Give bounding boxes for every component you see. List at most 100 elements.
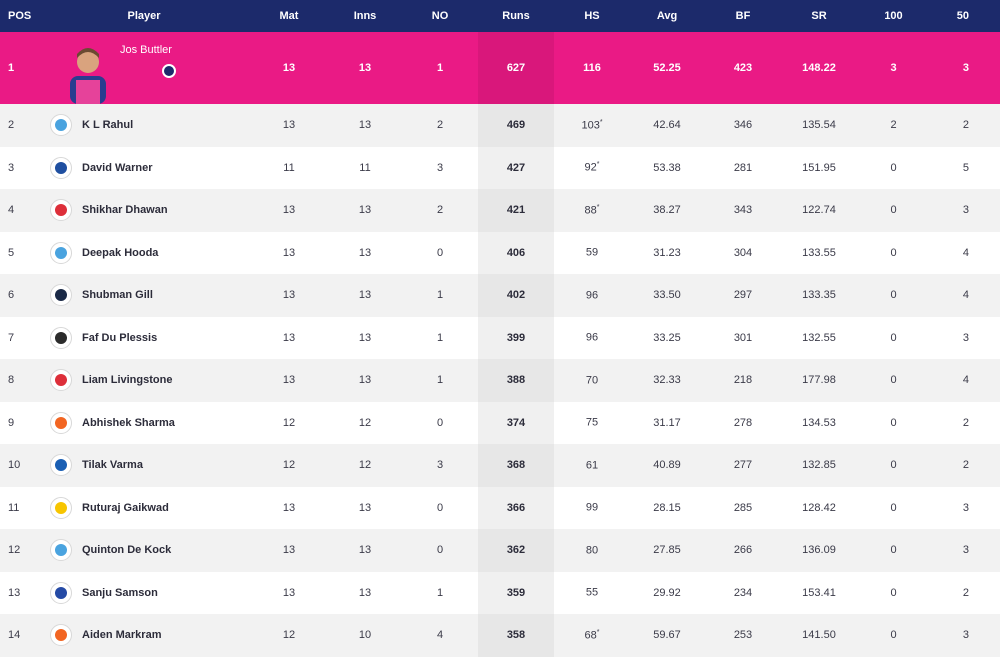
row-mat: 13 — [282, 204, 296, 217]
row-sr: 136.09 — [802, 544, 836, 557]
team-color-dot — [55, 289, 67, 302]
row-fifties: 3 — [962, 629, 969, 642]
col-inns-header[interactable]: Inns — [353, 10, 377, 22]
row-pos: 9 — [8, 416, 15, 429]
team-color-dot — [55, 416, 67, 429]
leader-player-cell[interactable]: Jos Buttler — [38, 32, 250, 104]
team-color-dot — [55, 459, 67, 472]
table-row[interactable]: 12 Quinton De Kock 13 13 0 362 80 27.85 266 136.0… — [0, 529, 1000, 572]
row-pos: 10 — [8, 459, 21, 472]
row-player-cell[interactable]: Faf Du Plessis — [38, 317, 250, 360]
row-player-cell[interactable]: Quinton De Kock — [38, 529, 250, 572]
gt-logo-icon — [50, 284, 72, 307]
col-50-header[interactable]: 50 — [956, 10, 969, 22]
player-name[interactable]: Faf Du Plessis — [82, 331, 158, 344]
hs-value: 75 — [585, 417, 599, 430]
row-runs: 362 — [478, 529, 554, 572]
leader-no: 1 — [436, 62, 444, 74]
row-bf: 278 — [733, 416, 753, 429]
row-mat: 12 — [282, 416, 296, 429]
row-pos: 5 — [8, 246, 15, 259]
table-row[interactable]: 10 Tilak Varma 12 12 3 368 61 40.89 277 132.85 0 2 — [0, 444, 1000, 487]
player-name[interactable]: Shikhar Dhawan — [82, 204, 168, 217]
col-player-header[interactable]: Player — [127, 10, 161, 22]
col-runs-header[interactable]: Runs — [502, 10, 530, 22]
hs-value: 96 — [585, 289, 599, 302]
table-row[interactable]: 8 Liam Livingstone 13 13 1 388 70 32.33 218 177.9… — [0, 359, 1000, 402]
player-name[interactable]: Ruturaj Gaikwad — [82, 501, 169, 514]
row-player-cell[interactable]: Shubman Gill — [38, 274, 250, 317]
row-no: 1 — [436, 331, 444, 344]
col-bf-header[interactable]: BF — [735, 10, 751, 22]
player-name[interactable]: Abhishek Sharma — [82, 416, 175, 429]
col-sr-header[interactable]: SR — [811, 10, 827, 22]
row-fifties: 2 — [962, 119, 969, 132]
row-avg: 32.33 — [653, 374, 681, 387]
row-player-cell[interactable]: Liam Livingstone — [38, 359, 250, 402]
row-player-cell[interactable]: K L Rahul — [38, 104, 250, 147]
player-name[interactable]: Tilak Varma — [82, 459, 143, 472]
row-sr: 133.55 — [802, 246, 836, 259]
row-inns: 11 — [359, 161, 371, 174]
row-player-cell[interactable]: David Warner — [38, 147, 250, 190]
table-row[interactable]: 14 Aiden Markram 12 10 4 358 68* 59.67 253 141.50… — [0, 614, 1000, 657]
col-no-header[interactable]: NO — [431, 10, 449, 22]
player-name[interactable]: Quinton De Kock — [82, 544, 172, 557]
row-bf: 218 — [733, 374, 753, 387]
row-runs: 399 — [478, 316, 554, 359]
player-name[interactable]: Aiden Markram — [82, 629, 162, 642]
player-name[interactable]: Deepak Hooda — [82, 246, 159, 259]
row-player-cell[interactable]: Aiden Markram — [38, 614, 250, 657]
row-player-cell[interactable]: Tilak Varma — [38, 444, 250, 487]
table-row[interactable]: 6 Shubman Gill 13 13 1 402 96 33.50 297 133.35 0 4 — [0, 274, 1000, 317]
table-row[interactable]: 5 Deepak Hooda 13 13 0 406 59 31.23 304 133.55 0 4 — [0, 231, 1000, 275]
col-mat-header[interactable]: Mat — [279, 10, 299, 22]
row-player-cell[interactable]: Abhishek Sharma — [38, 402, 250, 445]
table-row[interactable]: 13 Sanju Samson 13 13 1 359 55 29.92 234 153.41 0 2 — [0, 571, 1000, 615]
table-row[interactable]: 9 Abhishek Sharma 12 12 0 374 75 31.17 278 134.53… — [0, 401, 1000, 445]
row-mat: 13 — [282, 289, 296, 302]
rr-logo-icon — [50, 581, 72, 604]
row-hundreds: 0 — [890, 416, 897, 429]
team-color-dot — [55, 204, 67, 217]
col-hs-header[interactable]: HS — [584, 10, 600, 22]
row-player-cell[interactable]: Ruturaj Gaikwad — [38, 487, 250, 530]
row-inns: 13 — [358, 246, 372, 259]
row-sr: 132.55 — [802, 331, 836, 344]
row-pos: 7 — [8, 331, 15, 344]
table-row[interactable]: 3 David Warner 11 11 3 427 92* 53.38 281 151.95 0 5 — [0, 146, 1000, 190]
row-pos: 11 — [8, 501, 20, 514]
col-pos-header[interactable]: POS — [8, 10, 32, 22]
player-name[interactable]: David Warner — [82, 161, 153, 174]
player-name[interactable]: Shubman Gill — [82, 289, 153, 302]
row-inns: 12 — [358, 416, 372, 429]
player-name[interactable]: K L Rahul — [82, 119, 134, 132]
row-fifties: 3 — [962, 501, 969, 514]
row-player-cell[interactable]: Sanju Samson — [38, 572, 250, 615]
table-row[interactable]: 7 Faf Du Plessis 13 13 1 399 96 33.25 301 132.55 0… — [0, 316, 1000, 360]
col-avg-header[interactable]: Avg — [656, 10, 678, 22]
hs-value: 80 — [585, 544, 599, 557]
row-pos: 6 — [8, 289, 15, 302]
row-mat: 13 — [282, 501, 296, 514]
row-hs: 75 — [554, 416, 630, 429]
player-name[interactable]: Sanju Samson — [82, 586, 158, 599]
row-fifties: 4 — [962, 374, 969, 387]
leader-row[interactable]: 1 Jos Buttler 13 13 1 627 116 52.25 423 … — [0, 32, 1000, 104]
table-row[interactable]: 11 Ruturaj Gaikwad 13 13 0 366 99 28.15 285 128.4… — [0, 486, 1000, 530]
col-100-header[interactable]: 100 — [884, 10, 903, 22]
row-hs: 99 — [554, 501, 630, 514]
row-runs: 368 — [478, 444, 554, 487]
leader-bf: 423 — [733, 62, 753, 74]
row-hs: 70 — [554, 374, 630, 387]
leader-player-name[interactable]: Jos Buttler — [120, 44, 172, 56]
row-player-cell[interactable]: Shikhar Dhawan — [38, 189, 250, 232]
row-player-cell[interactable]: Deepak Hooda — [38, 232, 250, 275]
row-no: 3 — [436, 161, 444, 174]
row-pos: 3 — [8, 161, 15, 174]
table-row[interactable]: 4 Shikhar Dhawan 13 13 2 421 88* 38.27 343 122.74… — [0, 189, 1000, 232]
player-name[interactable]: Liam Livingstone — [82, 374, 173, 387]
row-mat: 13 — [282, 374, 296, 387]
